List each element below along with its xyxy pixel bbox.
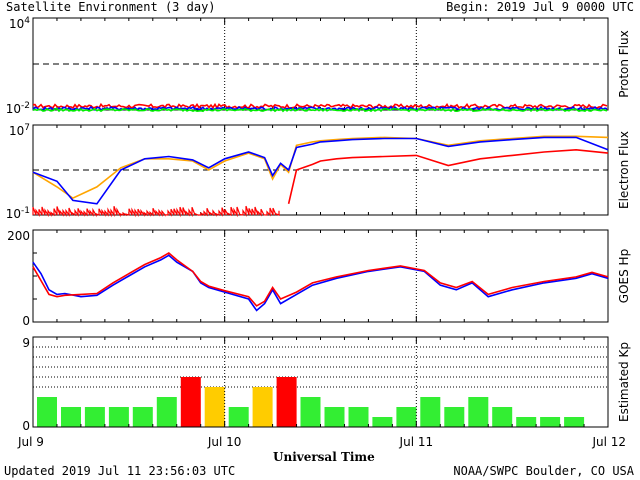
kp-bar [228,407,249,427]
electron-ylabel: Electron Flux [617,131,631,209]
kp-bar [516,417,537,427]
footer-credit: NOAA/SWPC Boulder, CO USA [453,464,634,478]
x-axis-title: Universal Time [273,450,375,464]
hp-series-blue [32,254,609,312]
kp-bar [348,407,369,427]
kp-bar [540,417,561,427]
proton-ytick-bottom: 10-2 [6,101,30,116]
kp-bar [468,397,489,427]
hp-series-red [32,252,609,307]
kp-bar [324,407,345,427]
kp-bar [61,407,81,427]
x-tick-label: Jul 9 [17,435,44,449]
kp-bar [180,377,201,427]
kp-ylabel: Estimated Kp [617,342,631,422]
electron-series-red-noise [32,205,280,218]
proton-ylabel: Proton Flux [617,30,631,97]
electron-series-blue [32,136,609,205]
kp-bar [276,377,297,427]
kp-bar [300,397,321,427]
kp-bar [372,417,393,427]
kp-bar [84,407,105,427]
x-tick-label: Jul 10 [207,435,242,449]
kp-ytick-top: 9 [22,336,30,350]
hp-ytick-top: 200 [7,229,30,243]
kp-ytick-bottom: 0 [22,419,30,433]
electron-series-orange [32,135,609,200]
header-begin: Begin: 2019 Jul 9 0000 UTC [446,0,634,14]
proton-series-red [32,102,608,110]
kp-bar [37,397,57,427]
proton-series-green [32,107,608,113]
kp-bar [420,397,441,427]
x-tick-label: Jul 12 [591,435,626,449]
electron-ytick-top: 107 [9,123,30,138]
x-tick-label: Jul 11 [399,435,434,449]
proton-ytick-top: 104 [9,16,30,31]
hp-ylabel: GOES Hp [617,249,631,303]
kp-bar [252,387,273,427]
panel-frame-1 [32,17,609,111]
proton-series-blue [32,105,608,112]
electron-series-red [287,148,609,204]
kp-bar [204,387,225,427]
header-title: Satellite Environment (3 day) [6,0,216,14]
kp-bar [492,407,513,427]
kp-bar [156,397,177,427]
electron-ytick-bottom: 10-1 [6,206,30,221]
kp-bar [564,417,585,427]
kp-bar [396,407,417,427]
kp-bar [132,407,153,427]
hp-ytick-bottom: 0 [22,314,30,328]
footer-updated: Updated 2019 Jul 11 23:56:03 UTC [4,464,236,478]
panel-frame-3 [32,229,609,323]
kp-bar [108,407,129,427]
kp-bar [444,407,465,427]
